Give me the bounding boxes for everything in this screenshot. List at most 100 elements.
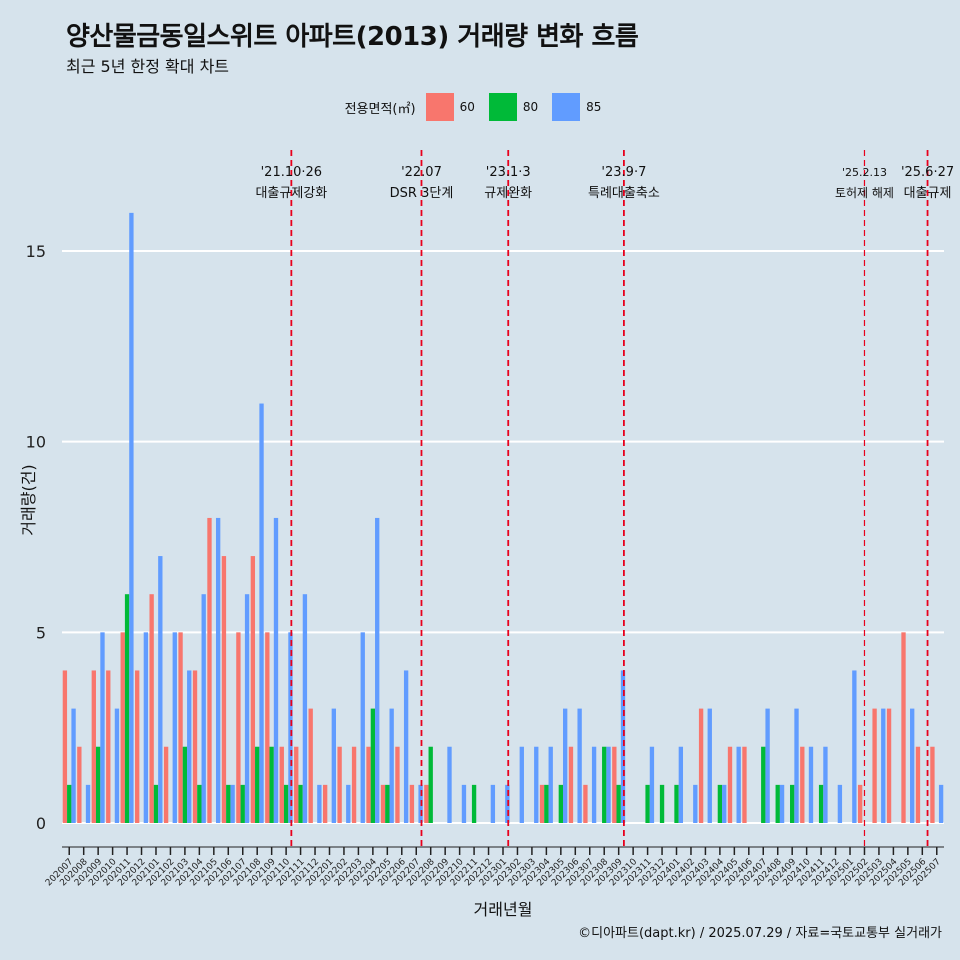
- bar-60-202102: [163, 746, 169, 823]
- bar-60-202203: [351, 746, 357, 823]
- bar-80-202304: [544, 784, 549, 823]
- bar-80-202106: [226, 784, 231, 823]
- bar-60-202309: [612, 746, 617, 823]
- bar-60-202104: [192, 670, 198, 823]
- bar-85-202106: [230, 784, 235, 823]
- event-label: DSR 3단계: [390, 186, 454, 201]
- bar-60-202204: [366, 746, 371, 823]
- y-tick-label: 15: [26, 242, 46, 261]
- bar-85-202102: [172, 632, 177, 823]
- bar-80-202408: [775, 784, 780, 823]
- bar-85-202507: [938, 784, 944, 823]
- bar-60-202012: [135, 670, 140, 823]
- bar-80-202007: [67, 784, 72, 823]
- bar-85-202011: [129, 212, 134, 823]
- bar-85-202009: [100, 632, 105, 823]
- bar-80-202011: [124, 594, 130, 823]
- bar-85-202104: [201, 594, 206, 823]
- bar-80-202110: [283, 784, 289, 823]
- bar-85-202505: [910, 708, 915, 823]
- x-axis-title: 거래년월: [474, 900, 533, 919]
- legend-label-60: 60: [459, 100, 475, 114]
- bar-80-202111: [298, 784, 303, 823]
- bar-85-202107: [244, 594, 250, 823]
- source-caption: ©디아파트(dapt.kr) / 2025.07.29 / 자료=국토교통부 실…: [578, 926, 942, 941]
- bar-85-202308: [606, 746, 611, 823]
- legend-item-60: 60: [425, 93, 475, 121]
- bar-80-202104: [197, 784, 202, 823]
- event-label: 토허제 해제: [835, 186, 894, 200]
- bar-85-202204: [375, 517, 380, 823]
- bar-60-202405: [727, 746, 733, 823]
- bar-85-202503: [881, 708, 886, 823]
- event-date: '23.1·3: [486, 165, 531, 180]
- bar-60-202507: [930, 746, 935, 823]
- legend: 전용면적(㎡) 60 80 85: [0, 92, 960, 122]
- bar-80-202205: [385, 784, 390, 823]
- event-date: '25.2.13: [842, 166, 887, 179]
- bar-85-202109: [273, 517, 279, 823]
- bar-85-202202: [346, 784, 351, 823]
- bar-60-202010: [106, 670, 111, 823]
- bar-60-202107: [236, 632, 241, 823]
- bar-85-202103: [187, 670, 192, 823]
- bar-60-202503: [872, 708, 877, 823]
- bar-80-202009: [95, 746, 101, 823]
- bar-85-202401: [678, 746, 684, 823]
- bar-85-202206: [403, 670, 409, 823]
- bar-60-202208: [424, 784, 429, 823]
- bar-85-202307: [591, 746, 597, 823]
- bar-80-202103: [182, 746, 188, 823]
- bar-60-202106: [221, 556, 227, 823]
- bar-85-202501: [852, 670, 857, 823]
- bar-85-202008: [85, 784, 91, 823]
- event-date: '23.9·7: [601, 165, 646, 180]
- bar-85-202404: [722, 784, 727, 823]
- bar-85-202409: [794, 708, 799, 823]
- bar-85-202311: [649, 746, 655, 823]
- bar-85-202408: [779, 784, 785, 823]
- bar-60-202505: [901, 632, 906, 823]
- event-date: '25.6·27: [901, 165, 954, 180]
- y-tick-label: 10: [26, 433, 46, 452]
- event-label: 대출규제강화: [255, 186, 327, 201]
- bar-85-202410: [808, 746, 814, 823]
- bar-60-202011: [120, 632, 125, 823]
- bar-60-202007: [62, 670, 68, 823]
- bar-60-202103: [178, 632, 183, 823]
- bar-60-202105: [207, 517, 212, 823]
- bar-60-202008: [77, 746, 82, 823]
- bar-80-202401: [674, 784, 679, 823]
- bar-80-202411: [818, 784, 824, 823]
- bar-85-202403: [707, 708, 712, 823]
- bar-85-202209: [447, 746, 452, 823]
- bar-80-202311: [645, 784, 650, 823]
- bar-60-202502: [857, 784, 863, 823]
- bar-60-202306: [568, 746, 574, 823]
- bar-60-202202: [337, 746, 342, 823]
- bar-60-202205: [380, 784, 386, 823]
- event-label: 대출규제: [904, 186, 952, 201]
- legend-title: 전용면적(㎡): [344, 101, 416, 117]
- bar-85-202201: [331, 708, 336, 823]
- bar-85-202108: [259, 403, 264, 823]
- chart-subtitle: 최근 5년 한정 확대 차트: [66, 57, 230, 76]
- event-label: 규제완화: [484, 186, 532, 201]
- bar-85-202411: [823, 746, 828, 823]
- bar-80-202109: [269, 746, 274, 823]
- bar-85-202111: [302, 594, 308, 823]
- legend-item-80: 80: [488, 93, 538, 121]
- bar-60-202403: [698, 708, 704, 823]
- y-axis-title: 거래량(건): [19, 464, 38, 535]
- legend-swatch-80: [488, 93, 517, 121]
- bar-60-202009: [91, 670, 96, 823]
- bar-80-202404: [717, 784, 723, 823]
- bar-85-202101: [158, 556, 163, 823]
- legend-item-85: 85: [552, 93, 601, 121]
- bar-80-202108: [255, 746, 260, 823]
- bar-80-202309: [616, 784, 621, 823]
- bar-80-202409: [790, 784, 795, 823]
- bar-60-202110: [279, 746, 284, 823]
- event-label: 특례대출축소: [588, 186, 660, 201]
